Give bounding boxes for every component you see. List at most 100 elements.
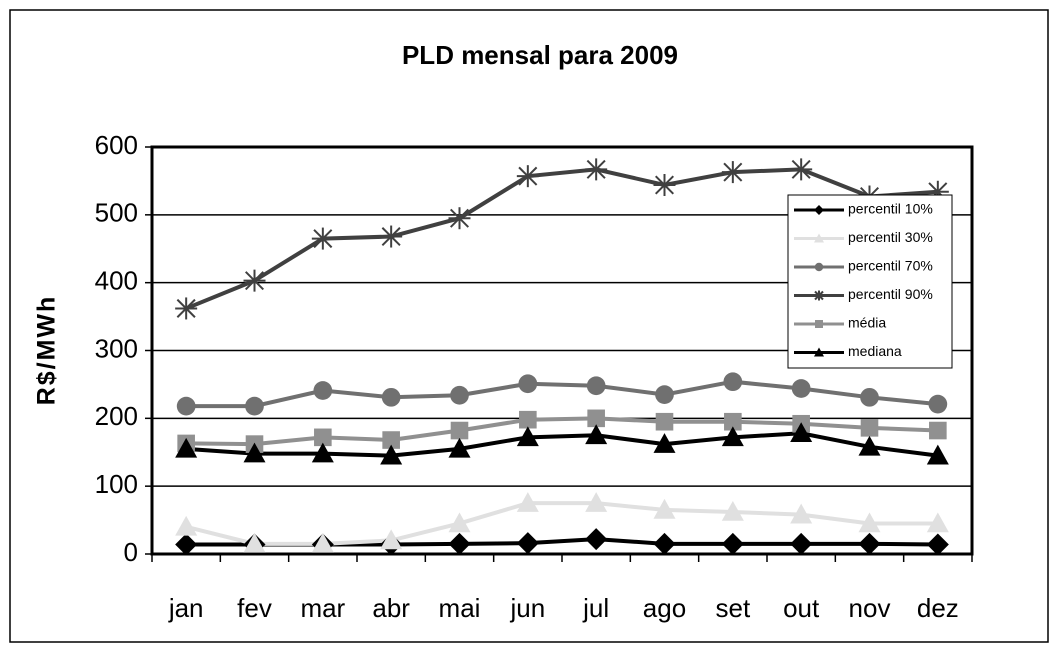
marker xyxy=(721,532,744,555)
marker xyxy=(516,426,539,447)
marker xyxy=(381,387,401,407)
marker-stroke xyxy=(654,175,675,195)
marker xyxy=(175,533,198,556)
marker xyxy=(723,372,743,392)
marker xyxy=(587,409,605,428)
marker xyxy=(243,532,266,553)
marker xyxy=(858,532,881,555)
series-line xyxy=(185,501,938,546)
marker xyxy=(814,262,824,272)
marker xyxy=(585,528,608,551)
marker xyxy=(814,233,824,243)
x-tick-label: nov xyxy=(849,593,891,623)
marker-stroke xyxy=(814,290,824,301)
marker xyxy=(585,492,608,512)
x-tick-label: dez xyxy=(917,593,959,623)
marker xyxy=(655,412,674,431)
marker-stroke xyxy=(518,166,538,186)
marker xyxy=(860,387,879,407)
marker xyxy=(380,444,403,465)
marker xyxy=(926,512,949,533)
legend-label: percentil 10% xyxy=(848,201,933,217)
marker xyxy=(175,437,198,458)
y-tick-label: 300 xyxy=(95,333,138,363)
legend-box xyxy=(787,194,953,369)
x-tick-label: fev xyxy=(237,593,272,623)
marker xyxy=(790,422,813,443)
x-tick-label: set xyxy=(715,593,750,623)
chart-title: PLD mensal para 2009 xyxy=(402,40,678,70)
x-tick-label: mar xyxy=(300,593,345,623)
marker xyxy=(516,165,539,188)
marker xyxy=(724,412,742,431)
y-tick-label: 400 xyxy=(95,266,138,296)
marker xyxy=(448,512,471,533)
marker xyxy=(448,207,471,230)
y-tick-label: 0 xyxy=(124,537,138,567)
marker xyxy=(518,374,538,394)
y-tick-label: 600 xyxy=(95,130,138,160)
marker xyxy=(814,347,824,357)
marker xyxy=(314,428,332,447)
marker xyxy=(790,503,813,524)
legend-label: média xyxy=(848,315,886,331)
marker xyxy=(926,533,949,556)
marker xyxy=(653,433,676,453)
marker xyxy=(243,269,266,292)
series-line xyxy=(185,167,938,311)
marker-stroke xyxy=(791,159,811,179)
marker xyxy=(380,529,403,550)
x-tick-label: out xyxy=(783,593,820,623)
marker xyxy=(450,421,469,440)
marker xyxy=(858,435,881,456)
marker-stroke xyxy=(176,298,196,318)
marker xyxy=(791,379,811,398)
y-axis-label: R$/MWh xyxy=(33,295,61,406)
legend-label: percentil 90% xyxy=(848,286,933,302)
marker xyxy=(858,512,881,533)
marker xyxy=(653,173,676,196)
marker xyxy=(448,437,471,458)
marker xyxy=(380,225,403,248)
y-tick-label: 500 xyxy=(95,198,138,228)
series-line xyxy=(186,416,938,447)
x-tick-label: jul xyxy=(582,593,609,623)
marker-stroke xyxy=(313,229,333,249)
marker xyxy=(311,227,334,250)
marker-stroke xyxy=(381,227,401,247)
marker-stroke xyxy=(723,162,743,182)
marker xyxy=(175,515,198,536)
marker xyxy=(721,500,744,521)
legend-label: percentil 70% xyxy=(848,258,933,274)
series-line xyxy=(186,431,939,458)
x-tick-label: jun xyxy=(509,593,545,623)
marker xyxy=(245,396,264,416)
marker xyxy=(448,532,471,555)
marker xyxy=(175,297,198,320)
x-tick-label: abr xyxy=(372,593,410,623)
marker xyxy=(450,385,469,405)
series-line xyxy=(186,379,939,409)
legend-label: percentil 30% xyxy=(848,229,933,245)
marker xyxy=(815,320,823,328)
marker xyxy=(176,396,196,416)
marker xyxy=(721,161,744,184)
marker xyxy=(313,381,333,400)
marker xyxy=(311,442,334,463)
marker xyxy=(516,532,539,555)
x-tick-label: ago xyxy=(643,593,686,623)
marker xyxy=(653,498,676,519)
y-tick-label: 200 xyxy=(95,401,138,431)
marker xyxy=(721,426,744,447)
marker xyxy=(519,410,537,429)
marker xyxy=(382,431,400,449)
marker xyxy=(585,158,608,181)
y-tick-label: 100 xyxy=(95,469,138,499)
marker xyxy=(586,376,606,396)
marker xyxy=(516,492,539,512)
marker xyxy=(243,442,266,463)
marker xyxy=(929,421,947,440)
marker xyxy=(790,158,813,181)
marker-stroke xyxy=(449,208,470,228)
